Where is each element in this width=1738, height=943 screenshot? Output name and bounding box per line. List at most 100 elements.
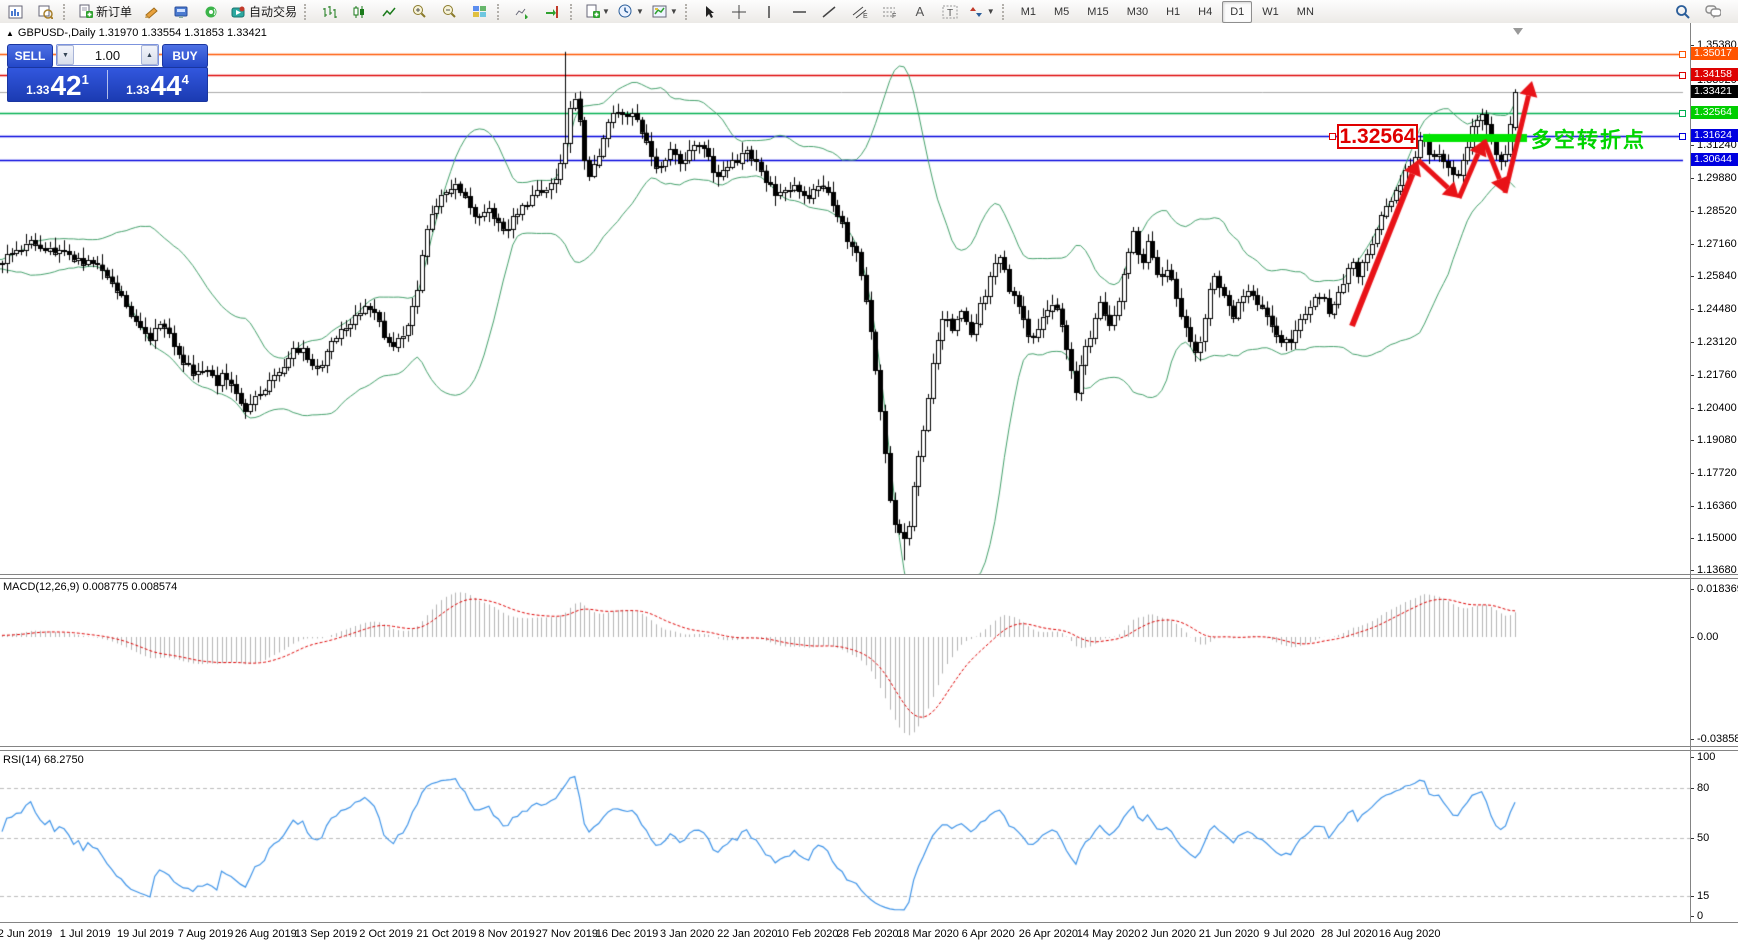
trendline-icon bbox=[822, 4, 838, 20]
timeframe-button-m1[interactable]: M1 bbox=[1020, 5, 1036, 18]
dropdown-caret-icon: ▼ bbox=[986, 7, 995, 16]
terminal-button[interactable] bbox=[167, 1, 195, 23]
timeframe-button-w1[interactable]: W1 bbox=[1262, 5, 1279, 18]
timeframe-button-m5[interactable]: M5 bbox=[1054, 5, 1070, 18]
templates-menu-button[interactable]: ▼ bbox=[649, 1, 681, 23]
new-chart-button[interactable] bbox=[1, 1, 29, 23]
date-axis-label: 28 Feb 2020 bbox=[836, 928, 899, 940]
volume-up-button[interactable]: ▲ bbox=[141, 45, 158, 65]
chart-bars-icon bbox=[321, 4, 337, 20]
svg-text:E: E bbox=[863, 13, 868, 19]
axis-baseline bbox=[0, 922, 1738, 923]
toolbar: 新订单 自动交易 bbox=[0, 0, 1738, 24]
buy-button[interactable]: BUY bbox=[162, 44, 208, 68]
autotrading-button[interactable]: 自动交易 bbox=[227, 1, 300, 23]
panel-separator[interactable] bbox=[0, 574, 1738, 579]
rsi-canvas[interactable] bbox=[0, 751, 1691, 922]
rsi-tick-label: 0 bbox=[1697, 910, 1704, 922]
vline-button[interactable] bbox=[756, 1, 784, 23]
date-axis-label: 2 Oct 2019 bbox=[359, 928, 414, 940]
signal-button[interactable] bbox=[197, 1, 225, 23]
rsi-tick-label: 80 bbox=[1697, 782, 1710, 794]
price-tick-mark bbox=[1690, 308, 1694, 310]
toolbar-grip bbox=[497, 3, 504, 20]
templates-menu-icon bbox=[652, 4, 668, 20]
timeframe-button-m30[interactable]: M30 bbox=[1126, 5, 1149, 18]
timeframe-button-h4[interactable]: H4 bbox=[1198, 5, 1213, 18]
svg-text:T: T bbox=[947, 8, 953, 19]
timeframe-button-m15[interactable]: M15 bbox=[1087, 5, 1109, 18]
rsi-tick-mark bbox=[1690, 788, 1694, 789]
hline-end-marker[interactable] bbox=[1679, 132, 1686, 140]
macd-tick-label: 0.018369 bbox=[1697, 583, 1738, 595]
zoom-out-button[interactable] bbox=[435, 1, 463, 23]
sell-button[interactable]: SELL bbox=[7, 44, 53, 68]
cursor-button[interactable] bbox=[696, 1, 724, 23]
hline-end-marker[interactable] bbox=[1679, 71, 1686, 79]
trendline-button[interactable] bbox=[816, 1, 844, 23]
timeframe-button-mn[interactable]: MN bbox=[1296, 5, 1314, 18]
chart-shift-marker-icon[interactable] bbox=[1513, 28, 1523, 35]
zoom-in-button[interactable] bbox=[405, 1, 433, 23]
rsi-tick-label: 100 bbox=[1697, 751, 1716, 763]
toolbar-grip bbox=[684, 3, 692, 20]
price-tick-mark bbox=[1690, 374, 1694, 376]
rsi-tick-mark bbox=[1690, 838, 1694, 839]
pivot-price-label[interactable]: 1.32564 bbox=[1337, 124, 1418, 149]
channel-button[interactable]: E bbox=[846, 1, 874, 23]
new-order-menu-button[interactable]: ▼ bbox=[581, 1, 613, 23]
chart-line-button[interactable] bbox=[375, 1, 403, 23]
rsi-tick-mark bbox=[1690, 896, 1694, 897]
timeframe-button-h1[interactable]: H1 bbox=[1166, 5, 1181, 18]
hline-end-marker[interactable] bbox=[1679, 50, 1686, 58]
buy-price-big: 44 bbox=[150, 70, 182, 101]
price-tick-label: 1.28520 bbox=[1697, 205, 1737, 218]
tile-windows-button[interactable] bbox=[465, 1, 493, 23]
pivot-annotation-text[interactable]: 多空转折点 bbox=[1531, 129, 1646, 152]
chart-shift-button[interactable] bbox=[538, 1, 566, 23]
label-button[interactable]: T bbox=[936, 1, 964, 23]
date-axis-label: 27 Nov 2019 bbox=[535, 928, 598, 940]
price-tick-mark bbox=[1690, 439, 1694, 441]
svg-text:F: F bbox=[892, 13, 896, 19]
bid-ask-display: 1.33 42 1 1.33 44 4 bbox=[7, 67, 208, 102]
hline-price-label: 1.32564 bbox=[1691, 106, 1738, 120]
date-axis-label: 2 Jun 2020 bbox=[1141, 928, 1197, 940]
macd-canvas[interactable] bbox=[0, 579, 1691, 746]
hline-button[interactable] bbox=[786, 1, 814, 23]
fibonacci-button[interactable]: F bbox=[876, 1, 904, 23]
chart-bars-button[interactable] bbox=[315, 1, 343, 23]
volume-value[interactable]: 1.00 bbox=[94, 47, 121, 63]
search-button[interactable] bbox=[1669, 1, 1697, 23]
price-tick-mark bbox=[1690, 145, 1694, 147]
new-order-button[interactable]: 新订单 bbox=[74, 1, 135, 23]
hline-end-marker[interactable] bbox=[1679, 110, 1686, 118]
timeframe-button-d1[interactable]: D1 bbox=[1222, 0, 1253, 23]
new-order-label: 新订单 bbox=[96, 5, 133, 19]
tile-windows-icon bbox=[471, 4, 487, 20]
toolbar-right-group bbox=[1668, 1, 1728, 23]
crosshair-button[interactable] bbox=[726, 1, 754, 23]
volume-down-button[interactable]: ▼ bbox=[57, 45, 74, 65]
price-tick-label: 1.24480 bbox=[1697, 302, 1737, 315]
hline-price-label: 1.31624 bbox=[1691, 128, 1738, 142]
hline-price-label: 1.30644 bbox=[1691, 152, 1738, 166]
pivot-anchor-square[interactable] bbox=[1329, 133, 1336, 140]
text-button[interactable]: A bbox=[906, 1, 934, 23]
auto-scroll-button[interactable] bbox=[508, 1, 536, 23]
rsi-tick-mark bbox=[1690, 757, 1694, 758]
shapes-button[interactable]: ▼ bbox=[966, 1, 998, 23]
buy-price-sup: 4 bbox=[181, 72, 189, 87]
chart-candles-button[interactable] bbox=[345, 1, 373, 23]
crayon-button[interactable] bbox=[137, 1, 165, 23]
periods-menu-button[interactable]: ▼ bbox=[615, 1, 647, 23]
chat-button[interactable] bbox=[1699, 1, 1727, 23]
one-click-trading-panel: SELL ▼ 1.00 ▲ BUY 1.33 42 1 1.33 44 4 bbox=[7, 44, 208, 102]
main-chart-canvas[interactable] bbox=[0, 23, 1691, 577]
profiles-button[interactable] bbox=[31, 1, 59, 23]
periods-menu-icon bbox=[618, 4, 634, 20]
panel-separator[interactable] bbox=[0, 746, 1738, 751]
date-axis-label: 26 Apr 2020 bbox=[1018, 928, 1079, 940]
dropdown-caret-icon: ▼ bbox=[602, 7, 610, 16]
sell-price: 1.33 42 1 bbox=[8, 68, 107, 101]
